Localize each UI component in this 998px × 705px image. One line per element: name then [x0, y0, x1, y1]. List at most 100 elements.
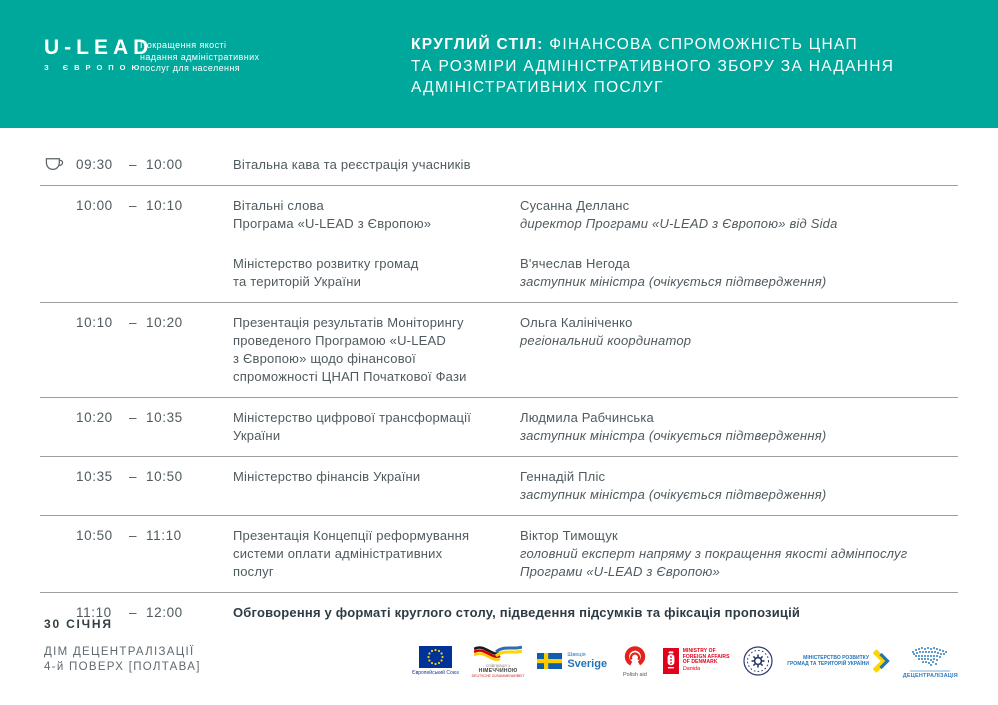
time-cell: 10:50–11:10 — [76, 528, 182, 543]
time-start: 10:20 — [76, 410, 113, 425]
entry-description: Презентація Концепції реформування систе… — [233, 527, 520, 581]
polish-aid-ring-icon — [624, 645, 646, 667]
time-end: 11:10 — [146, 528, 182, 543]
germany-logo-caption: НІМЕЧЧИНОЮ — [478, 668, 518, 674]
ministry-caption: ГРОМАД ТА ТЕРИТОРІЙ УКРАЇНИ — [787, 661, 869, 667]
event-venue: ДІМ ДЕЦЕНТРАЛІЗАЦІЇ 4-й ПОВЕРХ [ПОЛТАВА] — [44, 645, 201, 675]
entry-speaker: Ольга Калініченко регіональний координат… — [520, 314, 958, 386]
event-date: 30 СІЧНЯ — [44, 617, 113, 631]
denmark-crest-icon — [662, 648, 679, 674]
agenda-row: 10:20–10:35 Міністерство цифрової трансф… — [40, 398, 958, 457]
time-cell: 11:10 –12:00 — [76, 605, 183, 620]
agenda-entry: Вітальна кава та реєстрація учасників — [233, 156, 958, 174]
eu-flag-caption: Європейський Союз — [412, 670, 459, 676]
sweden-caption-large: Sverige — [567, 658, 608, 670]
sweden-flag-icon — [537, 653, 563, 669]
agenda-row: 10:50–11:10 Презентація Концепції реформ… — [40, 516, 958, 593]
sweden-logo-text: Швеція Sverige — [567, 652, 607, 670]
entry-description: Міністерство цифрової трансформації Укра… — [233, 409, 520, 445]
time-separator: – — [128, 198, 138, 213]
time-cell: 10:35–10:50 — [76, 469, 183, 484]
time-separator: – — [128, 410, 138, 425]
event-title-prefix: КРУГЛИЙ СТІЛ: — [411, 36, 544, 53]
time-separator: – — [128, 469, 138, 484]
agenda-row: 10:00–10:10 Вітальні слова Програма «U-L… — [40, 186, 958, 303]
time-start: 11:10 — [76, 605, 112, 620]
agenda-entry: Вітальні слова Програма «U-LEAD з Європо… — [233, 197, 958, 233]
event-title-line: КРУГЛИЙ СТІЛ: ФІНАНСОВА СПРОМОЖНІСТЬ ЦНА… — [411, 34, 894, 56]
agenda-entry: Презентація результатів Моніторингу пров… — [233, 314, 958, 386]
agenda-row: 11:10 –12:00 Обговорення у форматі кругло… — [40, 593, 958, 633]
time-start: 09:30 — [76, 157, 113, 172]
speaker-role: регіональний координатор — [520, 333, 692, 348]
germany-logo-caption: DEUTSCHE ZUSAMMENARBEIT — [471, 674, 525, 678]
u-lead-logo-title: U-LEAD — [44, 36, 154, 59]
round-emblem-logo — [742, 645, 774, 677]
time-start: 10:35 — [76, 469, 113, 484]
round-emblem-icon — [743, 646, 773, 676]
speaker-role: головний експерт напряму з покращення як… — [520, 546, 908, 561]
entry-speaker: Людмила Рабчинська заступник міністра (о… — [520, 409, 958, 445]
agenda-entry: Міністерство цифрової трансформації Укра… — [233, 409, 958, 445]
danida-caption: Danida — [682, 665, 701, 672]
description-line: Презентація результатів Моніторингу — [233, 315, 464, 330]
description-line: спроможності ЦНАП Початкової Фази — [233, 369, 467, 384]
speaker-role: заступник міністра (очікується підтвердж… — [520, 274, 827, 289]
event-title-rest: ФІНАНСОВА СПРОМОЖНІСТЬ ЦНАП — [543, 36, 858, 53]
polish-aid-caption: Polish aid — [622, 671, 647, 678]
speaker-name: Ольга Калініченко — [520, 315, 633, 330]
agenda-entry: Міністерство фінансів України Геннадій П… — [233, 468, 958, 504]
decentralization-subline — [910, 669, 951, 672]
ministry-chevron-icon — [872, 649, 890, 673]
time-separator: – — [128, 157, 138, 172]
entry-description: Вітальні слова Програма «U-LEAD з Європо… — [233, 197, 520, 233]
ministry-caption: МІНІСТЕРСТВО РОЗВИТКУ — [803, 654, 869, 661]
time-end: 10:50 — [146, 469, 183, 484]
time-end: 10:35 — [146, 410, 183, 425]
ministry-of-communities-logo: МІНІСТЕРСТВО РОЗВИТКУ ГРОМАД ТА ТЕРИТОРІ… — [787, 649, 890, 673]
entry-speaker: Віктор Тимощук головний експерт напряму … — [520, 527, 958, 581]
time-end: 10:00 — [146, 157, 183, 172]
description-line: Презентація Концепції реформування — [233, 528, 470, 543]
speaker-role: заступник міністра (очікується підтвердж… — [520, 428, 827, 443]
denmark-danida-logo: MINISTRY OF FOREIGN AFFAIRS OF DENMARK D… — [662, 648, 730, 674]
eu-flag-icon — [418, 646, 452, 668]
time-cell: 09:30–10:00 — [45, 157, 183, 172]
entry-description: Міністерство розвитку громад та територі… — [233, 255, 520, 291]
denmark-logo-text: MINISTRY OF FOREIGN AFFAIRS OF DENMARK D… — [682, 648, 730, 673]
description-line: Вітальні слова — [233, 198, 324, 213]
agenda-row: 10:10–10:20 Презентація результатів Моні… — [40, 303, 958, 398]
speaker-role: директор Програми «U-LEAD з Європою» від… — [520, 216, 838, 231]
description-line: системи оплати адміністративних — [233, 546, 443, 561]
time-separator: – — [128, 315, 138, 330]
time-end: 12:00 — [146, 605, 183, 620]
time-cell: 10:00–10:10 — [76, 198, 183, 213]
venue-line: 4-й ПОВЕРХ [ПОЛТАВА] — [44, 661, 201, 673]
description-line: Вітальна кава та реєстрація учасників — [233, 157, 471, 172]
agenda-entry: Міністерство розвитку громад та територі… — [233, 255, 958, 291]
germany-ukraine-ribbon-icon — [474, 645, 523, 662]
time-cell: 10:20–10:35 — [76, 410, 183, 425]
denmark-caption: OF DENMARK — [682, 659, 718, 666]
entry-speaker: В'ячеслав Негода заступник міністра (очі… — [520, 255, 958, 291]
agenda-table: 09:30–10:00 Вітальна кава та реєстрація … — [40, 128, 958, 633]
decentralization-caption: ДЕЦЕНТРАЛІЗАЦІЯ — [902, 672, 958, 679]
sweden-logo: Швеція Sverige — [537, 652, 607, 670]
eu-flag-logo: Європейський Союз — [412, 646, 459, 676]
speaker-name: В'ячеслав Негода — [520, 256, 631, 271]
tagline-line: послуг для населення — [140, 63, 241, 73]
speaker-role: Програми «U-LEAD з Європою» — [520, 564, 720, 579]
header-band: U-LEAD З ЄВРОПОЮ Покращення якості надан… — [0, 0, 998, 128]
u-lead-logo-subtitle: З ЄВРОПОЮ — [44, 63, 146, 72]
speaker-name: Геннадій Пліс — [520, 469, 606, 484]
time-cell: 10:10–10:20 — [76, 315, 183, 330]
germany-logo-caption: співпраця з — [486, 663, 510, 668]
polish-aid-logo: Polish aid — [620, 645, 650, 678]
u-lead-logo: U-LEAD З ЄВРОПОЮ — [44, 36, 154, 72]
time-separator: – — [128, 605, 138, 620]
venue-line: ДІМ ДЕЦЕНТРАЛІЗАЦІЇ — [44, 646, 195, 658]
entry-speaker: Сусанна Делланс директор Програми «U-LEA… — [520, 197, 958, 233]
time-start: 10:10 — [76, 315, 113, 330]
partner-logos: Європейський Союз співпраця з НІМЕЧЧИНОЮ… — [412, 630, 958, 692]
